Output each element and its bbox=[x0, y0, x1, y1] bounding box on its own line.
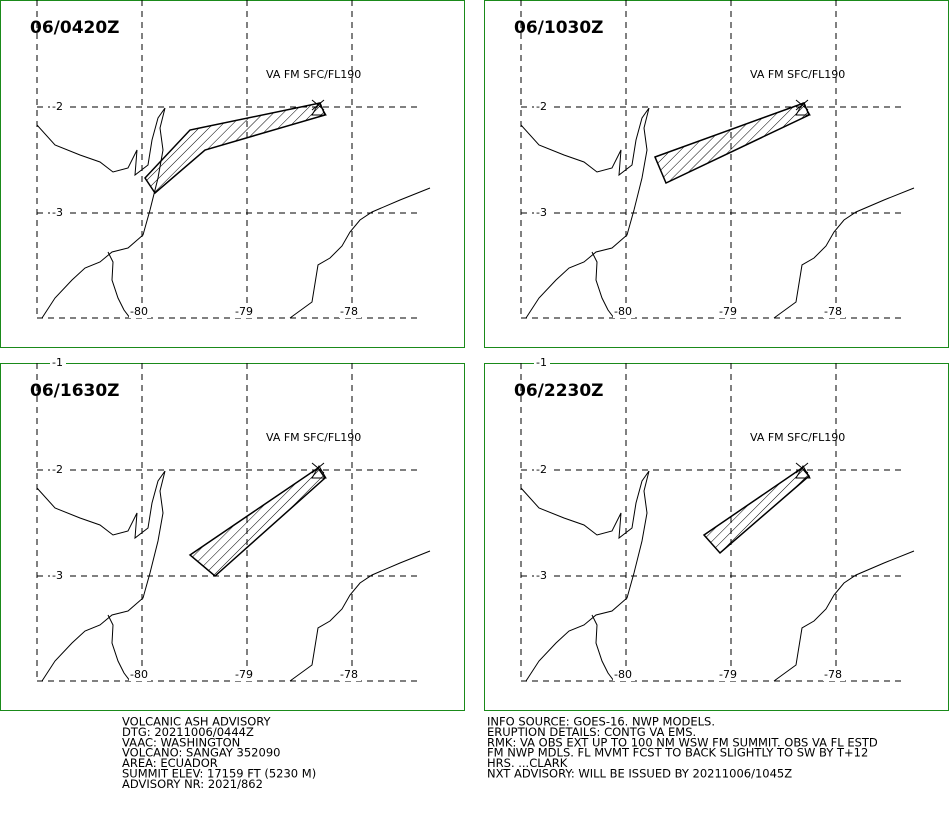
label-bg bbox=[129, 668, 151, 681]
lon-label: -80 bbox=[614, 668, 632, 681]
ash-area bbox=[188, 466, 326, 577]
volcano-marker bbox=[311, 99, 327, 116]
border-line bbox=[289, 550, 431, 682]
border-line bbox=[289, 187, 431, 319]
coastline bbox=[520, 470, 650, 682]
label-bg bbox=[234, 305, 256, 318]
lat-label: -3 bbox=[52, 206, 63, 219]
panel-frame bbox=[484, 363, 949, 711]
lon-label: -80 bbox=[614, 305, 632, 318]
label-bg bbox=[129, 305, 151, 318]
advisory-line: SUMMIT ELEV: 17159 FT (5230 M) bbox=[122, 767, 316, 781]
ash-area bbox=[144, 102, 327, 195]
label-bg bbox=[50, 356, 66, 369]
lon-label: -79 bbox=[719, 305, 737, 318]
volcano-marker bbox=[795, 99, 811, 116]
label-bg bbox=[339, 305, 361, 318]
map-panel: 06/1030Z VA FM SFC/FL190 -2 -3 -80 -79 -78 bbox=[484, 0, 949, 348]
lon-label: -78 bbox=[824, 668, 842, 681]
lat-label: -1 bbox=[536, 356, 547, 369]
advisory-line: NXT ADVISORY: WILL BE ISSUED BY 20211006… bbox=[487, 767, 792, 781]
volcano-marker bbox=[311, 462, 327, 479]
label-bg bbox=[50, 463, 66, 476]
advisory-line: DTG: 20211006/0444Z bbox=[122, 725, 254, 739]
label-bg bbox=[534, 569, 550, 582]
label-bg bbox=[534, 463, 550, 476]
border-line bbox=[773, 550, 915, 682]
lat-label: -2 bbox=[536, 100, 547, 113]
label-bg bbox=[534, 100, 550, 113]
advisory-line: FM NWP MDLS. FL MVMT FCST TO BACK SLIGHT… bbox=[487, 746, 868, 760]
label-bg bbox=[718, 668, 740, 681]
advisory-line: ERUPTION DETAILS: CONTG VA EMS. bbox=[487, 725, 696, 739]
advisory-line: INFO SOURCE: GOES-16. NWP MODELS. bbox=[487, 715, 715, 729]
lon-label: -79 bbox=[235, 305, 253, 318]
label-bg bbox=[50, 100, 66, 113]
coastline bbox=[107, 251, 131, 319]
label-bg bbox=[823, 305, 845, 318]
lon-label: -78 bbox=[340, 668, 358, 681]
coastline bbox=[107, 614, 131, 682]
valid-time: 06/2230Z bbox=[514, 381, 604, 401]
label-bg bbox=[718, 305, 740, 318]
volcano-marker bbox=[795, 462, 811, 479]
lon-label: -79 bbox=[235, 668, 253, 681]
advisory-line: AREA: ECUADOR bbox=[122, 756, 218, 770]
label-bg bbox=[339, 668, 361, 681]
label-bg bbox=[534, 356, 550, 369]
advisory-line: HRS. ...CLARK bbox=[487, 756, 568, 770]
ash-level: VA FM SFC/FL190 bbox=[266, 431, 361, 444]
lat-label: -3 bbox=[536, 206, 547, 219]
ash-level: VA FM SFC/FL190 bbox=[266, 68, 361, 81]
label-bg bbox=[50, 569, 66, 582]
ash-area bbox=[654, 102, 810, 185]
advisory-line: RMK: VA OBS EXT UP TO 100 NM WSW FM SUMM… bbox=[487, 735, 878, 749]
lat-label: -3 bbox=[536, 569, 547, 582]
ash-area bbox=[702, 467, 811, 555]
lon-label: -80 bbox=[130, 305, 148, 318]
panel-frame bbox=[0, 0, 465, 348]
lon-label: -78 bbox=[824, 305, 842, 318]
lon-label: -78 bbox=[340, 305, 358, 318]
advisory-line: VAAC: WASHINGTON bbox=[122, 735, 240, 749]
label-bg bbox=[534, 206, 550, 219]
panel-frame bbox=[484, 0, 949, 348]
advisory-line: VOLCANIC ASH ADVISORY bbox=[122, 715, 272, 729]
coastline bbox=[36, 107, 166, 319]
map-panel: 06/1630Z VA FM SFC/FL190 -1 -2 -3 -80 -79 -78 bbox=[0, 356, 465, 711]
ash-level: VA FM SFC/FL190 bbox=[750, 68, 845, 81]
coastline bbox=[36, 470, 166, 682]
lat-label: -2 bbox=[52, 100, 63, 113]
valid-time: 06/1630Z bbox=[30, 381, 120, 401]
advisory-line: VOLCANO: SANGAY 352090 bbox=[122, 746, 280, 760]
label-bg bbox=[234, 668, 256, 681]
lat-label: -2 bbox=[52, 463, 63, 476]
label-bg bbox=[823, 668, 845, 681]
lat-label: -3 bbox=[52, 569, 63, 582]
map-panel: 06/0420Z VA FM SFC/FL190 -2 -3 -80 -79 -78 bbox=[0, 0, 465, 348]
label-bg bbox=[613, 305, 635, 318]
ash-level: VA FM SFC/FL190 bbox=[750, 431, 845, 444]
coastline bbox=[591, 251, 615, 319]
label-bg bbox=[613, 668, 635, 681]
advisory-line: ADVISORY NR: 2021/862 bbox=[122, 777, 263, 791]
map-panel: 06/2230Z VA FM SFC/FL190 -1 -2 -3 -80 -79 -78 bbox=[484, 356, 949, 711]
lon-label: -80 bbox=[130, 668, 148, 681]
coastline bbox=[591, 614, 615, 682]
valid-time: 06/1030Z bbox=[514, 18, 604, 38]
valid-time: 06/0420Z bbox=[30, 18, 120, 38]
panel-frame bbox=[0, 363, 465, 711]
lon-label: -79 bbox=[719, 668, 737, 681]
label-bg bbox=[50, 206, 66, 219]
lat-label: -2 bbox=[536, 463, 547, 476]
border-line bbox=[773, 187, 915, 319]
lat-label: -1 bbox=[52, 356, 63, 369]
coastline bbox=[520, 107, 650, 319]
